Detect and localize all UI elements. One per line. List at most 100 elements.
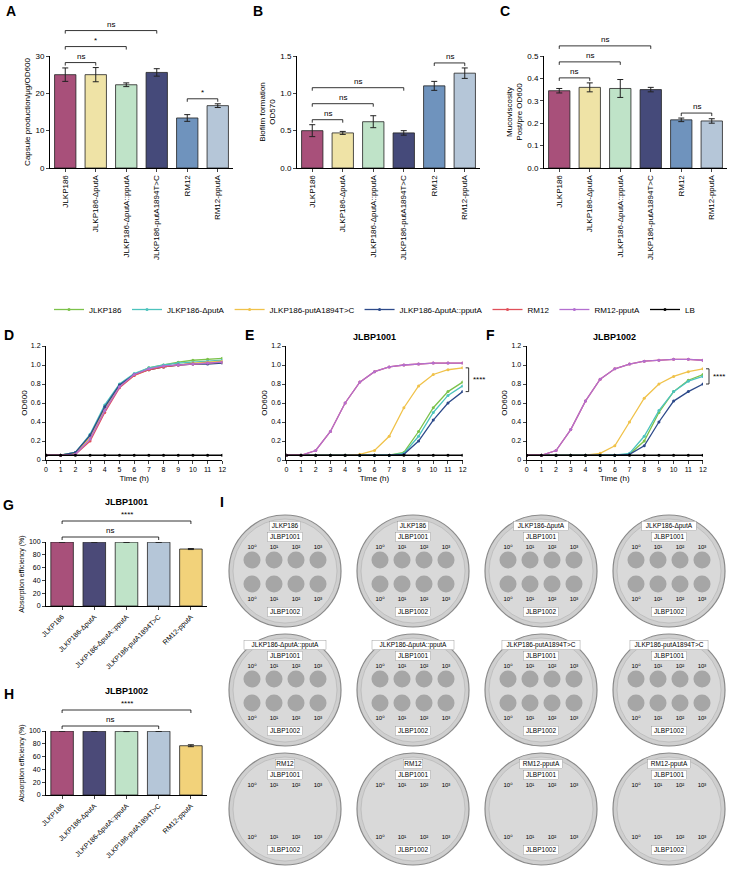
svg-text:9: 9 xyxy=(417,466,421,473)
svg-text:10³: 10³ xyxy=(570,544,579,550)
svg-text:10: 10 xyxy=(189,466,197,473)
svg-text:JLBP1002: JLBP1002 xyxy=(270,846,300,853)
svg-text:3: 3 xyxy=(569,466,573,473)
svg-text:8: 8 xyxy=(162,466,166,473)
svg-text:10²: 10² xyxy=(676,782,685,788)
svg-text:A: A xyxy=(6,3,16,19)
svg-text:12: 12 xyxy=(218,466,226,473)
svg-text:10²: 10² xyxy=(548,663,557,669)
svg-text:JLBP1001: JLBP1001 xyxy=(353,332,396,342)
svg-text:0: 0 xyxy=(525,466,529,473)
svg-text:RM12: RM12 xyxy=(528,306,550,315)
svg-text:10⁰: 10⁰ xyxy=(247,544,257,550)
svg-text:****: **** xyxy=(121,510,133,519)
svg-text:1.2: 1.2 xyxy=(31,342,41,349)
svg-text:0.5: 0.5 xyxy=(527,52,539,61)
svg-text:JLKP186-putA1894T>C: JLKP186-putA1894T>C xyxy=(646,175,655,260)
svg-text:8: 8 xyxy=(402,466,406,473)
svg-text:10³: 10³ xyxy=(570,663,579,669)
svg-text:8: 8 xyxy=(642,466,646,473)
svg-text:JLBP1001: JLBP1001 xyxy=(526,771,556,778)
svg-text:ns: ns xyxy=(693,102,701,111)
svg-text:ns: ns xyxy=(570,67,578,76)
svg-text:RM12-pputA: RM12-pputA xyxy=(651,760,688,768)
svg-text:10³: 10³ xyxy=(570,834,579,840)
svg-text:100: 100 xyxy=(29,538,41,545)
svg-text:JLKP186: JLKP186 xyxy=(89,306,122,315)
svg-text:G: G xyxy=(3,497,14,513)
svg-text:4: 4 xyxy=(343,466,347,473)
svg-text:3: 3 xyxy=(328,466,332,473)
svg-text:10²: 10² xyxy=(548,715,557,721)
svg-text:10²: 10² xyxy=(292,715,301,721)
svg-text:0: 0 xyxy=(44,466,48,473)
svg-text:1.2: 1.2 xyxy=(512,342,522,349)
svg-text:JLKP186-putA1894T>C: JLKP186-putA1894T>C xyxy=(399,175,408,260)
svg-text:JLKP186-ΔputA::pputA: JLKP186-ΔputA::pputA xyxy=(616,175,625,258)
svg-text:10²: 10² xyxy=(420,834,429,840)
svg-text:10²: 10² xyxy=(292,596,301,602)
svg-text:9: 9 xyxy=(176,466,180,473)
svg-text:*: * xyxy=(94,36,97,45)
svg-text:20: 20 xyxy=(33,779,41,786)
svg-text:10⁰: 10⁰ xyxy=(503,782,513,788)
svg-text:20: 20 xyxy=(35,89,44,98)
svg-text:0: 0 xyxy=(37,791,41,798)
svg-text:JLBP1002: JLBP1002 xyxy=(270,608,300,615)
svg-text:JLBP1002: JLBP1002 xyxy=(398,608,428,615)
svg-text:10⁰: 10⁰ xyxy=(247,715,257,721)
svg-text:ns: ns xyxy=(601,35,609,44)
svg-text:10²: 10² xyxy=(420,782,429,788)
svg-text:10¹: 10¹ xyxy=(654,782,663,788)
svg-text:JLBP1002: JLBP1002 xyxy=(654,608,684,615)
svg-text:C: C xyxy=(500,3,510,19)
svg-text:10³: 10³ xyxy=(698,715,707,721)
svg-text:10²: 10² xyxy=(676,834,685,840)
svg-text:0.4: 0.4 xyxy=(527,74,539,83)
svg-text:JLKP186-ΔputA::pputA: JLKP186-ΔputA::pputA xyxy=(74,613,131,670)
svg-text:10¹: 10¹ xyxy=(398,544,407,550)
svg-text:JLBP1001: JLBP1001 xyxy=(398,771,428,778)
svg-text:JLKP186-ΔputA::pputA: JLKP186-ΔputA::pputA xyxy=(74,802,131,859)
svg-text:JLBP1002: JLBP1002 xyxy=(105,686,148,696)
svg-text:0.2: 0.2 xyxy=(512,437,522,444)
svg-text:10: 10 xyxy=(35,126,44,135)
svg-text:10³: 10³ xyxy=(698,663,707,669)
svg-text:0.4: 0.4 xyxy=(271,418,281,425)
svg-text:10³: 10³ xyxy=(314,596,323,602)
svg-text:JLBP1002: JLBP1002 xyxy=(270,727,300,734)
svg-text:ns: ns xyxy=(446,52,454,61)
svg-text:0: 0 xyxy=(37,456,41,463)
svg-text:JLKP186-ΔputA: JLKP186-ΔputA xyxy=(518,522,565,530)
svg-text:10²: 10² xyxy=(420,596,429,602)
svg-text:10³: 10³ xyxy=(698,834,707,840)
svg-text:0.6: 0.6 xyxy=(31,399,41,406)
svg-text:10¹: 10¹ xyxy=(654,544,663,550)
svg-text:*: * xyxy=(201,88,204,97)
svg-text:10³: 10³ xyxy=(314,544,323,550)
svg-text:1: 1 xyxy=(539,466,543,473)
svg-text:1.0: 1.0 xyxy=(31,361,41,368)
svg-text:OD600: OD600 xyxy=(260,390,269,416)
svg-text:11: 11 xyxy=(444,466,451,473)
svg-text:10¹: 10¹ xyxy=(398,834,407,840)
svg-text:JLKP186-putA1894T>C: JLKP186-putA1894T>C xyxy=(270,306,355,315)
svg-text:5: 5 xyxy=(358,466,362,473)
svg-text:10²: 10² xyxy=(548,834,557,840)
svg-text:ns: ns xyxy=(339,93,347,102)
svg-text:1.0: 1.0 xyxy=(271,361,281,368)
svg-text:JLBP1002: JLBP1002 xyxy=(526,608,556,615)
svg-text:10⁰: 10⁰ xyxy=(631,715,641,721)
svg-text:RM12-pputA: RM12-pputA xyxy=(161,802,195,836)
svg-text:11: 11 xyxy=(204,466,211,473)
svg-text:ns: ns xyxy=(324,109,332,118)
svg-text:JLBP1002: JLBP1002 xyxy=(654,727,684,734)
svg-text:10²: 10² xyxy=(420,544,429,550)
svg-text:JLBP1002: JLBP1002 xyxy=(398,846,428,853)
svg-text:10⁰: 10⁰ xyxy=(631,834,641,840)
svg-text:JLKP186-putA1894T>C: JLKP186-putA1894T>C xyxy=(635,641,704,649)
svg-text:12: 12 xyxy=(459,466,467,473)
svg-text:JLKP186-ΔputA::pputA: JLKP186-ΔputA::pputA xyxy=(122,175,131,258)
svg-text:MucoviscosityPost/pre OD600: MucoviscosityPost/pre OD600 xyxy=(505,83,524,141)
svg-text:10³: 10³ xyxy=(314,782,323,788)
